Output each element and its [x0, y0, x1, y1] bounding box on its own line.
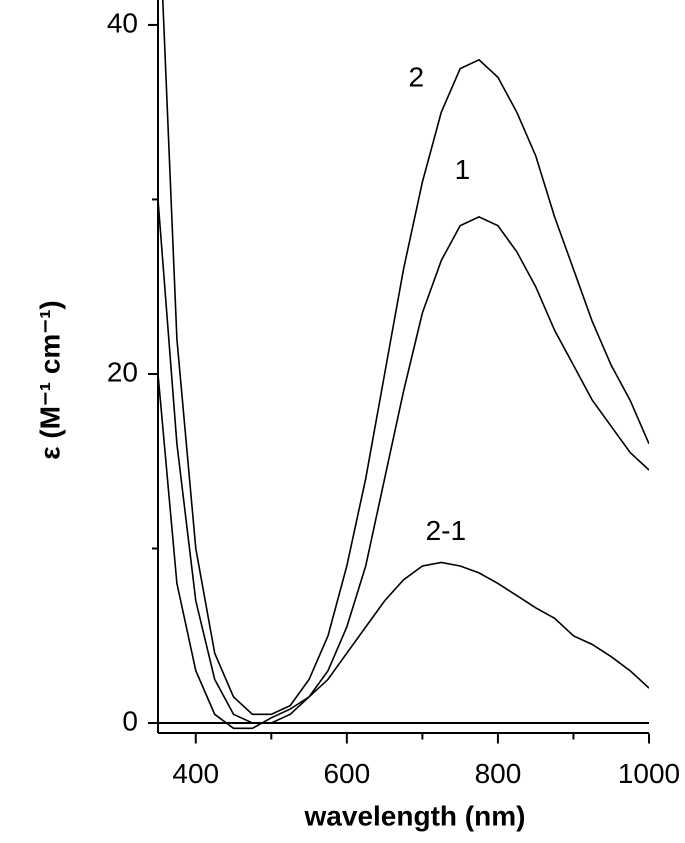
- annotation: 1: [455, 154, 471, 185]
- x-tick-label: 1000: [618, 758, 680, 789]
- x-tick-label: 400: [172, 758, 219, 789]
- y-tick-label: 0: [122, 705, 138, 736]
- x-tick-label: 800: [475, 758, 522, 789]
- series-line: [158, 373, 649, 730]
- annotation: 2: [409, 61, 425, 92]
- y-tick-label: 20: [107, 356, 138, 387]
- y-tick-label: 40: [107, 7, 138, 38]
- annotation: 2-1: [426, 515, 466, 546]
- series-line: [161, 0, 649, 716]
- x-axis-label: wavelength (nm): [304, 800, 526, 831]
- x-tick-label: 600: [323, 758, 370, 789]
- y-axis-label: ε (M⁻¹ cm⁻¹): [34, 300, 65, 460]
- series-line: [158, 199, 649, 724]
- plot-area: [158, 0, 649, 730]
